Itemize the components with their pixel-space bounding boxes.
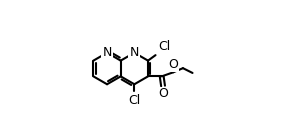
Text: O: O xyxy=(158,87,168,100)
Text: Cl: Cl xyxy=(128,94,141,107)
Text: N: N xyxy=(102,46,112,59)
Text: O: O xyxy=(168,58,178,71)
Text: N: N xyxy=(130,46,139,59)
Text: Cl: Cl xyxy=(158,40,170,53)
